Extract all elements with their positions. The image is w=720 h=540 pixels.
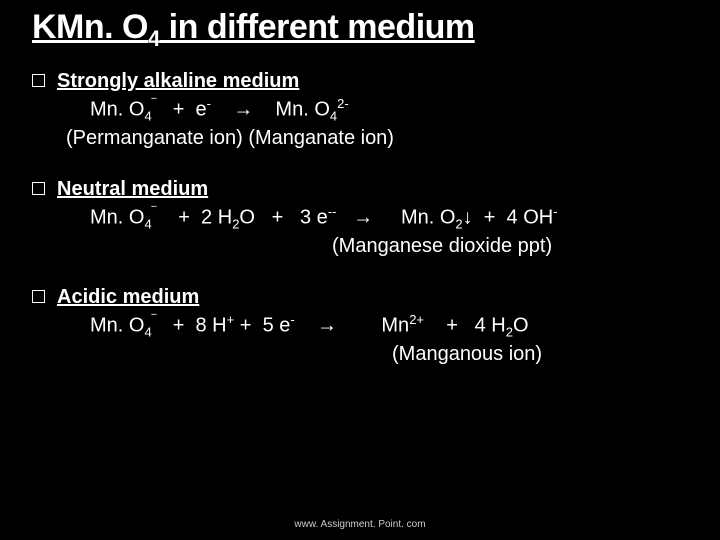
bullet-icon — [32, 290, 45, 303]
section-heading: Acidic medium — [57, 284, 199, 311]
label-line: (Manganous ion) — [32, 341, 720, 368]
equation-line: Mn. O4‾ + 2 H2O + 3 e-- → Mn. O2↓ + 4 OH… — [32, 203, 720, 233]
section-heading: Neutral medium — [57, 176, 208, 203]
label-line: (Permanganate ion) (Manganate ion) — [32, 125, 720, 152]
bullet-icon — [32, 182, 45, 195]
bullet-icon — [32, 74, 45, 87]
bullet-row: Strongly alkaline medium — [32, 68, 720, 95]
title-suffix: in different medium — [160, 8, 475, 46]
footer-text: www. Assignment. Point. com — [0, 519, 720, 530]
slide-title: KMn. O4 in different medium — [0, 0, 720, 52]
section-heading: Strongly alkaline medium — [57, 68, 299, 95]
section-alkaline: Strongly alkaline medium Mn. O4‾ + e- → … — [0, 68, 720, 152]
label-line: (Manganese dioxide ppt) — [32, 233, 720, 260]
section-neutral: Neutral medium Mn. O4‾ + 2 H2O + 3 e-- →… — [0, 176, 720, 260]
equation-line: Mn. O4‾ + 8 H+ + 5 e- → Mn2+ + 4 H2O — [32, 311, 720, 341]
title-prefix: KMn. O — [32, 8, 148, 46]
bullet-row: Neutral medium — [32, 176, 720, 203]
equation-line: Mn. O4‾ + e- → Mn. O42- — [32, 95, 720, 125]
bullet-row: Acidic medium — [32, 284, 720, 311]
section-acidic: Acidic medium Mn. O4‾ + 8 H+ + 5 e- → Mn… — [0, 284, 720, 368]
title-sub: 4 — [148, 26, 160, 51]
